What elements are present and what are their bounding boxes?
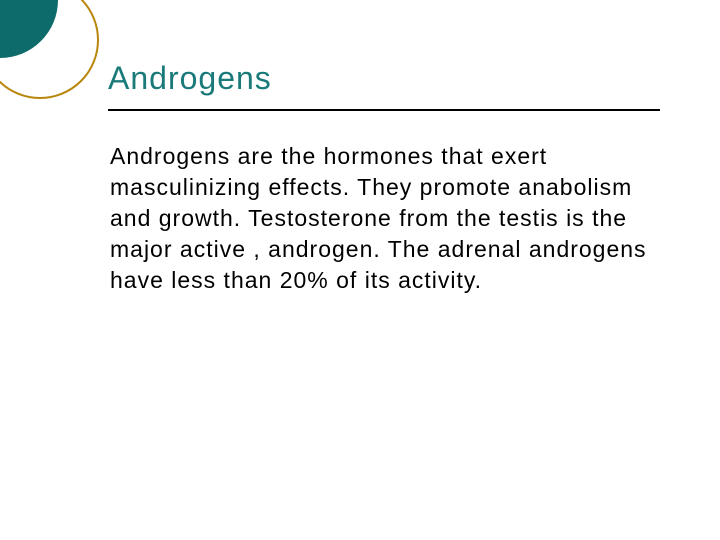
slide-body: Androgens are the hormones that exert ma…: [108, 141, 660, 296]
decoration-ring: [0, 0, 98, 98]
slide-title: Androgens: [108, 60, 660, 111]
corner-decoration: [0, 0, 110, 110]
slide-content: Androgens Androgens are the hormones tha…: [108, 60, 660, 296]
decoration-circle: [0, 0, 58, 58]
